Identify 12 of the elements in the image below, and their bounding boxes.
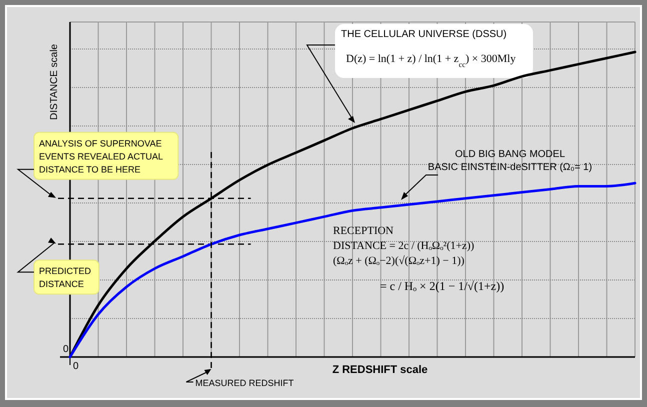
annotation: = c / Hₒ × 2(1 − 1/√(1+z)) <box>380 279 504 293</box>
x-axis-title: Z REDSHIFT scale <box>332 364 428 376</box>
text: 0 <box>63 344 69 355</box>
annotation: D(z) = ln(1 + z) / ln(1 + z$_{cc}$) × 300Mly <box>346 53 516 68</box>
text: MEASURED REDSHIFT <box>195 378 294 388</box>
y-axis-title: DISTANCE scale <box>49 44 60 120</box>
ref-line-label: PREDICTED DISTANCE <box>39 266 92 290</box>
text: 0 <box>73 361 79 372</box>
series-label: OLD BIG BANG MODEL BASIC EINSTEIN-deSITTER (Ω₀= 1) <box>428 149 592 173</box>
ref-line-label: ANALYSIS OF SUPERNOVAE EVENTS REVEALED ACTUAL DISTANCE TO BE HERE <box>39 138 164 174</box>
text: THE CELLULAR UNIVERSE (DSSU) <box>341 29 507 40</box>
annotation: RECEPTION DISTANCE = 2c / (HₒΩₒ²(1+z)) (Ωₒz + (Ωₒ−2)(√(Ωₒz+1) − 1)) <box>333 225 474 267</box>
